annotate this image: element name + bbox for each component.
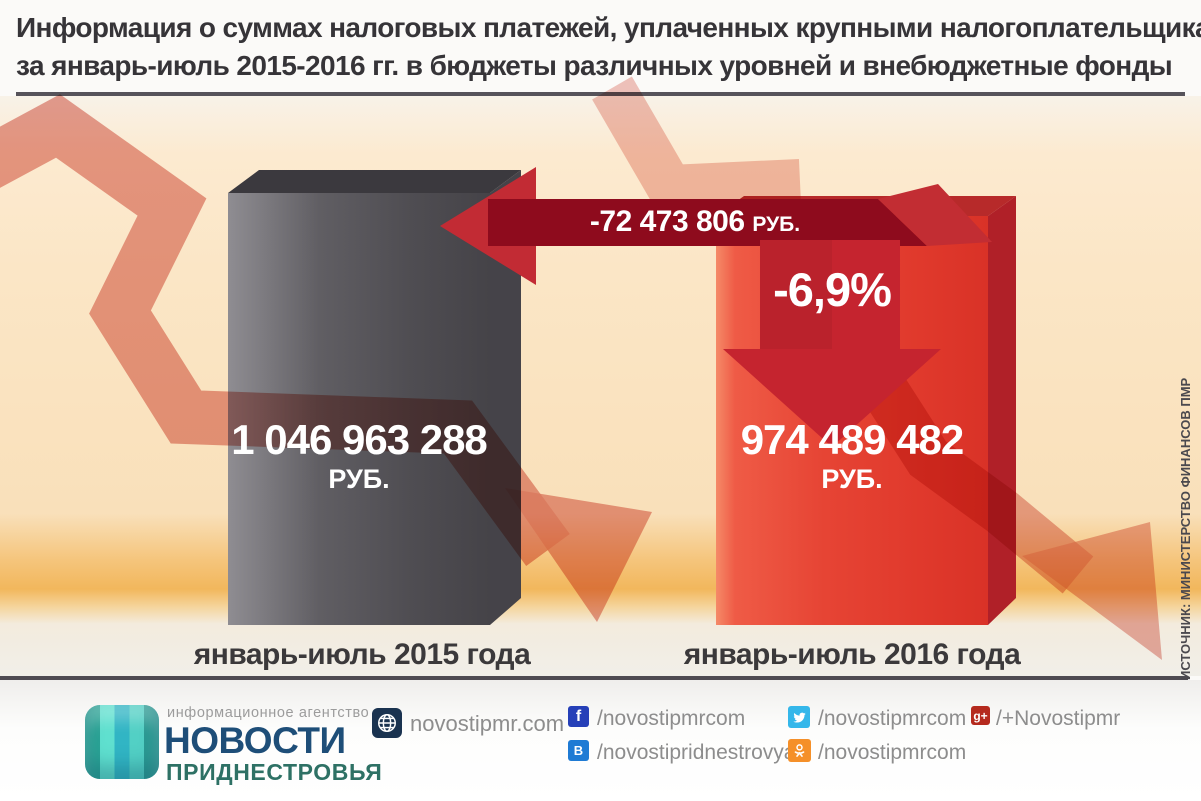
twitter-handle[interactable]: /novostipmrcom <box>818 707 967 730</box>
gplus-icon[interactable]: g+ <box>971 706 990 725</box>
website-link[interactable]: novostipmr.com <box>410 711 565 736</box>
bar-2016-amount: 974 489 482 <box>740 416 965 463</box>
bar-2015-value: 1 046 963 288 РУБ. <box>228 416 490 495</box>
vk-handle[interactable]: /novostipridnestrovya <box>597 741 796 764</box>
bar-2016-label: январь-июль 2016 года <box>683 638 1021 671</box>
facebook-handle[interactable]: /novostipmrcom <box>597 707 746 730</box>
difference-amount-value: -72 473 806 <box>589 205 745 238</box>
brand-name-bottom: ПРИДНЕСТРОВЬЯ <box>166 759 383 785</box>
globe-icon[interactable] <box>372 708 402 738</box>
header: Информация о суммах налоговых платежей, … <box>0 0 1201 92</box>
source-note: ИСТОЧНИК: МИНИСТЕРСТВО ФИНАНСОВ ПМР <box>1178 377 1193 680</box>
ok-icon[interactable] <box>788 739 811 762</box>
bar-2016-unit: РУБ. <box>821 464 883 494</box>
page-title-line-2: за январь-июль 2015-2016 гг. в бюджеты р… <box>16 50 1173 81</box>
twitter-icon[interactable] <box>788 706 810 728</box>
difference-amount: -72 473 806 РУБ. <box>500 205 890 239</box>
ok-handle[interactable]: /novostipmrcom <box>818 741 967 764</box>
novosti-logo-icon <box>85 705 159 779</box>
footer: информационное агентство НОВОСТИ ПРИДНЕС… <box>0 680 1201 801</box>
agency-tagline: информационное агентство <box>167 705 370 721</box>
facebook-icon[interactable]: f <box>568 706 589 727</box>
gplus-handle[interactable]: /+Novostipmr <box>996 707 1121 730</box>
page-title-line-1: Информация о суммах налоговых платежей, … <box>16 12 1201 43</box>
bar-2016-value: 974 489 482 РУБ. <box>716 416 988 495</box>
brand-name-top: НОВОСТИ <box>164 720 346 761</box>
difference-amount-unit: РУБ. <box>752 213 801 236</box>
bar-2015-unit: РУБ. <box>328 464 390 494</box>
chart-stage <box>0 96 1201 676</box>
footer-divider <box>0 676 1188 680</box>
bar-2015-label: январь-июль 2015 года <box>193 638 531 671</box>
difference-percent: -6,9% <box>773 263 892 316</box>
bar-2015-amount: 1 046 963 288 <box>231 416 488 463</box>
vk-icon[interactable]: В <box>568 740 589 761</box>
